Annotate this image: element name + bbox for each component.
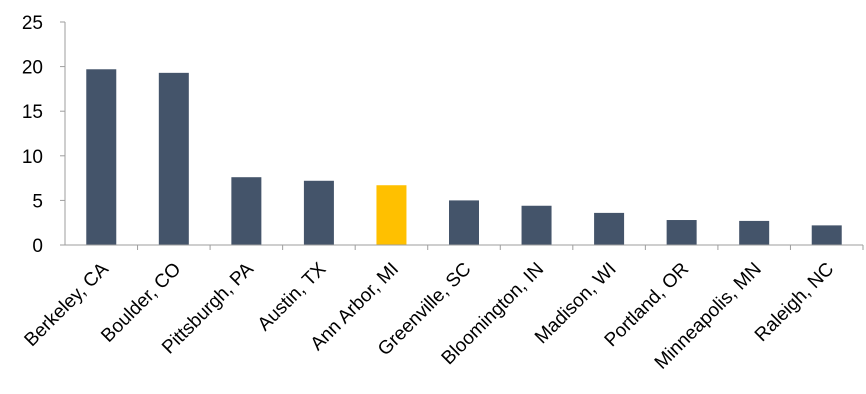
y-tick-label: 5 [32,191,43,212]
y-tick-label: 0 [32,236,43,257]
x-category-label: Raleigh, NC [751,259,838,346]
bar [303,180,334,245]
bars [86,69,842,246]
bar [231,177,262,245]
x-category-label: Berkeley, CA [21,258,113,350]
bar [158,72,189,246]
x-category-label: Austin, TX [254,258,331,335]
y-tick-label: 20 [22,58,43,79]
y-tick-label: 15 [22,102,43,123]
y-axis: 0 5 10 15 20 25 [22,13,66,257]
bar [739,220,770,245]
bar [594,212,625,245]
y-tick-label: 25 [22,13,43,34]
bar [449,200,479,245]
bar [811,225,842,245]
bar [666,220,697,245]
bar [376,185,407,245]
bar [86,69,117,245]
y-tick-label: 10 [22,147,43,168]
bar [521,205,552,245]
